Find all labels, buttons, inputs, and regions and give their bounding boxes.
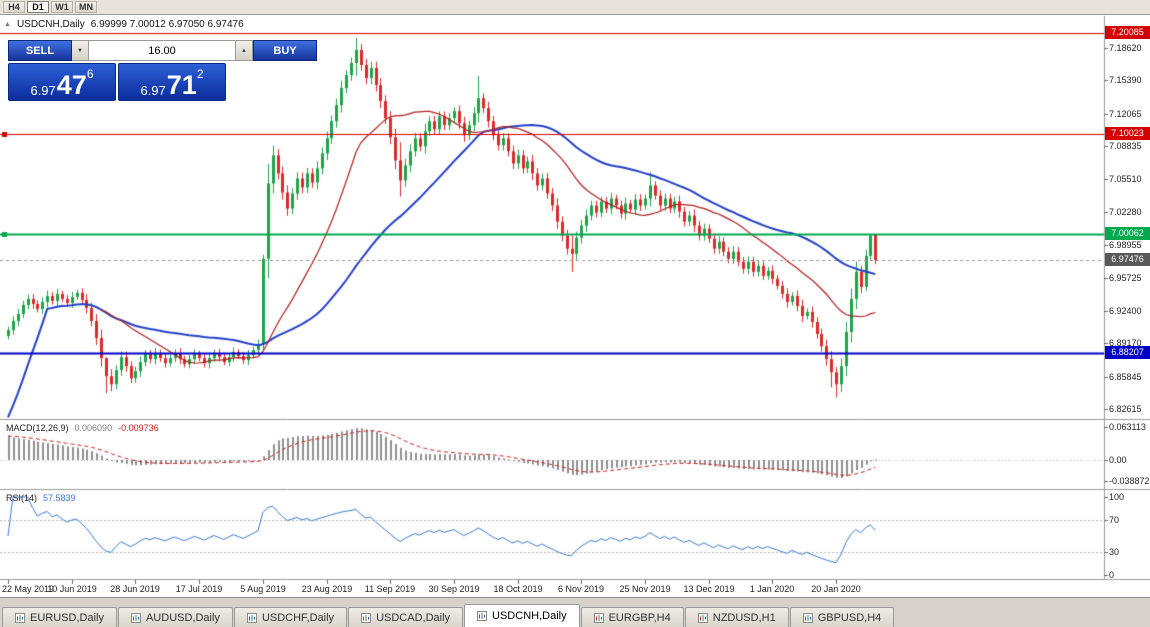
chart-tab-audusd-daily[interactable]: AUDUSD,Daily bbox=[117, 607, 233, 627]
date-axis-label: 18 Oct 2019 bbox=[493, 584, 543, 594]
chart-tab-label: USDCNH,Daily bbox=[492, 610, 567, 622]
chart-icon bbox=[246, 612, 257, 623]
macd-main-value: 0.006090 bbox=[74, 423, 113, 433]
price-axis-tick: 7.08835 bbox=[1109, 141, 1142, 151]
rsi-value: 57.5839 bbox=[43, 493, 76, 503]
price-line-label: 7.20085 bbox=[1105, 26, 1150, 39]
chart-tab-label: USDCAD,Daily bbox=[376, 611, 451, 624]
price-axis-tick: 6.98955 bbox=[1109, 240, 1142, 250]
volume-input[interactable] bbox=[89, 40, 236, 61]
price-line-label: 7.10023 bbox=[1105, 127, 1150, 140]
chart-tab-nzdusd-h1[interactable]: NZDUSD,H1 bbox=[684, 607, 789, 627]
buy-button[interactable]: BUY bbox=[253, 40, 317, 61]
chart-tab-label: GBPUSD,H4 bbox=[817, 611, 882, 624]
date-axis-label: 22 May 2019 bbox=[2, 584, 55, 594]
chart-icon bbox=[477, 611, 488, 621]
macd-name: MACD(12,26,9) bbox=[6, 423, 69, 433]
sell-price-pip: 6 bbox=[86, 67, 94, 81]
chart-icon bbox=[15, 612, 25, 623]
macd-signal-value: -0.009736 bbox=[118, 423, 159, 433]
price-axis-tick: 6.95725 bbox=[1109, 273, 1142, 283]
price-axis-tick: 6.82615 bbox=[1109, 404, 1142, 414]
chart-title: ▲ USDCNH,Daily 6.99999 7.00012 6.97050 6… bbox=[4, 19, 244, 30]
rsi-axis-tick: 70 bbox=[1109, 515, 1120, 525]
price-axis-tick: 7.12065 bbox=[1109, 109, 1142, 119]
rsi-indicator-label: RSI(14) 57.5839 bbox=[6, 493, 76, 503]
buy-price-pip: 2 bbox=[196, 67, 204, 81]
buy-quote-box[interactable]: 6.97 71 2 bbox=[118, 63, 226, 101]
trade-quotes-row: 6.97 47 6 6.97 71 2 bbox=[8, 63, 226, 101]
chart-icon bbox=[130, 612, 141, 623]
date-axis-label: 23 Aug 2019 bbox=[301, 584, 353, 594]
chart-icon bbox=[593, 612, 604, 623]
current-price-label: 6.97476 bbox=[1105, 253, 1150, 266]
autoscroll-icon: ▲ bbox=[4, 21, 11, 28]
price-axis-tick: 6.92400 bbox=[1109, 306, 1142, 316]
timeframe-button-w1[interactable]: W1 bbox=[51, 1, 73, 13]
date-axis-label: 17 Jul 2019 bbox=[175, 584, 223, 594]
price-line-label: 6.88207 bbox=[1105, 346, 1150, 359]
date-axis-label: 5 Aug 2019 bbox=[240, 584, 286, 594]
chart-tab-label: USDCHF,Daily bbox=[261, 611, 335, 624]
chart-tab-eurusd-daily[interactable]: EURUSD,Daily bbox=[2, 607, 117, 627]
chevron-down-icon: ▼ bbox=[77, 47, 83, 54]
chart-tab-label: AUDUSD,Daily bbox=[145, 611, 220, 624]
chart-tab-label: EURUSD,Daily bbox=[30, 611, 104, 624]
one-click-trading-panel: SELL ▼ ▲ BUY 6.97 47 6 6.97 71 2 bbox=[8, 40, 317, 101]
buy-price-prefix: 6.97 bbox=[140, 83, 166, 98]
date-axis-label: 25 Nov 2019 bbox=[619, 584, 671, 594]
price-line-label: 7.00062 bbox=[1105, 227, 1150, 240]
chart-tab-usdcad-daily[interactable]: USDCAD,Daily bbox=[348, 607, 464, 627]
timeframe-toolbar: H4 D1 W1 MN bbox=[0, 0, 1150, 15]
price-axis-tick: 6.89170 bbox=[1109, 338, 1142, 348]
rsi-axis-tick: 0 bbox=[1109, 570, 1115, 580]
chart-icon bbox=[697, 612, 708, 623]
sell-price-big: 47 bbox=[56, 70, 87, 101]
rsi-axis-tick: 30 bbox=[1109, 547, 1120, 557]
price-axis-tick: 6.85845 bbox=[1109, 372, 1142, 382]
date-axis-label: 30 Sep 2019 bbox=[428, 584, 480, 594]
sell-quote-box[interactable]: 6.97 47 6 bbox=[8, 63, 116, 101]
macd-indicator-label: MACD(12,26,9) 0.006090 -0.009736 bbox=[6, 423, 159, 433]
date-axis-label: 1 Jan 2020 bbox=[749, 584, 795, 594]
buy-price-big: 71 bbox=[166, 70, 197, 101]
date-axis-label: 11 Sep 2019 bbox=[364, 584, 416, 594]
macd-axis-tick: 0.00 bbox=[1109, 455, 1127, 465]
date-axis-label: 28 Jun 2019 bbox=[110, 584, 160, 594]
sell-button[interactable]: SELL bbox=[8, 40, 72, 61]
chart-tab-label: EURGBP,H4 bbox=[608, 611, 671, 624]
macd-axis-tick: 0.063113 bbox=[1109, 422, 1146, 432]
chevron-up-icon: ▲ bbox=[241, 47, 247, 54]
chart-symbol-title: USDCNH,Daily bbox=[16, 19, 85, 30]
volume-decrease-button[interactable]: ▼ bbox=[72, 40, 89, 61]
price-axis-tick: 7.02280 bbox=[1109, 207, 1142, 217]
date-axis-label: 10 Jun 2019 bbox=[47, 584, 97, 594]
price-axis-tick: 7.15390 bbox=[1109, 75, 1142, 85]
price-axis-tick: 7.05510 bbox=[1109, 174, 1142, 184]
chart-ohlc-quote: 6.99999 7.00012 6.97050 6.97476 bbox=[90, 19, 244, 30]
date-axis-label: 20 Jan 2020 bbox=[811, 584, 861, 594]
price-axis-tick: 7.18620 bbox=[1109, 43, 1142, 53]
chart-tab-bar: EURUSD,Daily AUDUSD,Daily USDCHF,Daily USDC… bbox=[0, 597, 1150, 627]
rsi-axis-tick: 100 bbox=[1109, 492, 1125, 502]
chart-tab-usdchf-daily[interactable]: USDCHF,Daily bbox=[233, 607, 348, 627]
chart-tab-label: NZDUSD,H1 bbox=[712, 611, 776, 624]
chart-tab-gbpusd-h4[interactable]: GBPUSD,H4 bbox=[789, 607, 895, 627]
volume-increase-button[interactable]: ▲ bbox=[236, 40, 253, 61]
timeframe-button-h4[interactable]: H4 bbox=[3, 1, 25, 13]
sell-price-prefix: 6.97 bbox=[30, 83, 56, 98]
chart-icon bbox=[802, 612, 813, 623]
chart-tab-eurgbp-h4[interactable]: EURGBP,H4 bbox=[580, 607, 684, 627]
macd-axis-tick: -0.038872 bbox=[1109, 476, 1150, 486]
timeframe-button-d1[interactable]: D1 bbox=[27, 1, 49, 13]
chart-tab-usdcnh-daily[interactable]: USDCNH,Daily bbox=[464, 604, 580, 627]
date-axis-label: 13 Dec 2019 bbox=[683, 584, 735, 594]
timeframe-button-mn[interactable]: MN bbox=[75, 1, 97, 13]
rsi-name: RSI(14) bbox=[6, 493, 38, 503]
date-axis-label: 6 Nov 2019 bbox=[557, 584, 605, 594]
chart-icon bbox=[361, 612, 372, 623]
trade-controls-row: SELL ▼ ▲ BUY bbox=[8, 40, 317, 61]
